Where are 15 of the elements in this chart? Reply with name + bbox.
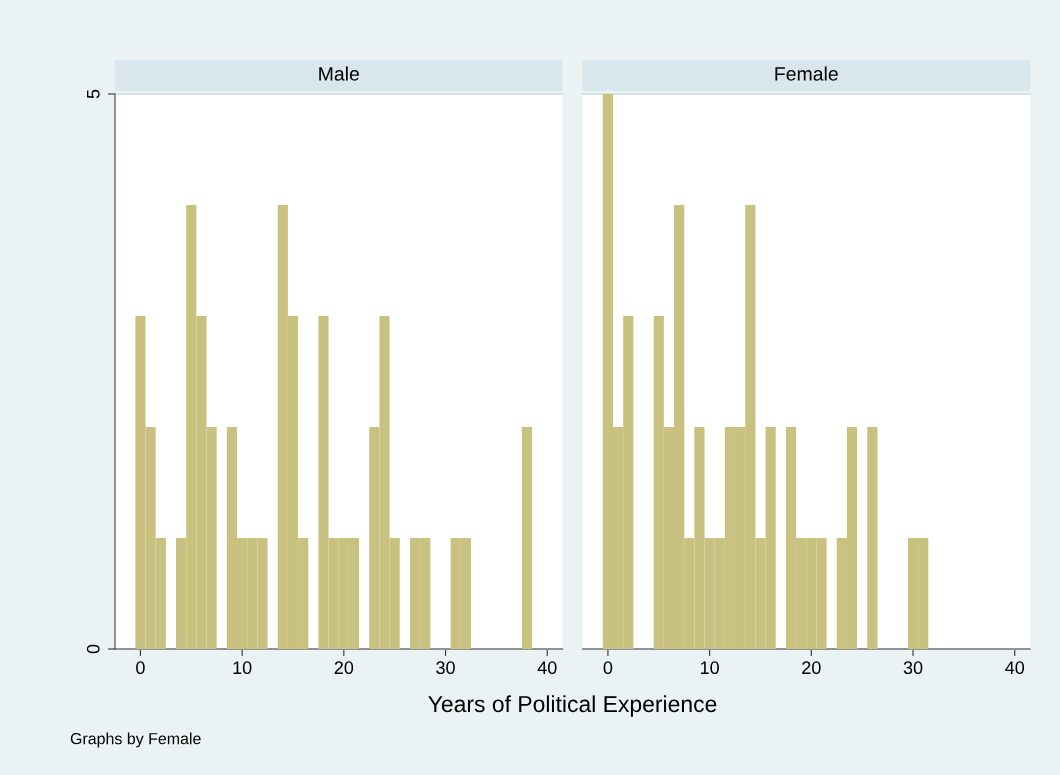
chart-title: Male bbox=[319, 66, 359, 81]
x-tick-label: 10 bbox=[233, 661, 252, 675]
x-tick-label: 30 bbox=[903, 661, 923, 675]
x-axis-title: Years of Political Experience bbox=[428, 695, 717, 717]
text: Graphs by Female bbox=[70, 732, 201, 748]
x-tick-label: 10 bbox=[700, 661, 719, 675]
y-tick-label: 5 bbox=[87, 89, 100, 99]
x-tick-label: 40 bbox=[537, 661, 557, 675]
x-tick-label: 20 bbox=[802, 661, 821, 675]
chart-title: Female bbox=[775, 66, 838, 81]
x-tick-label: 0 bbox=[136, 661, 145, 675]
x-tick-label: 0 bbox=[603, 661, 613, 675]
x-tick-label: 20 bbox=[334, 661, 354, 675]
x-tick-label: 40 bbox=[1005, 661, 1025, 675]
x-tick-label: 30 bbox=[436, 661, 455, 675]
